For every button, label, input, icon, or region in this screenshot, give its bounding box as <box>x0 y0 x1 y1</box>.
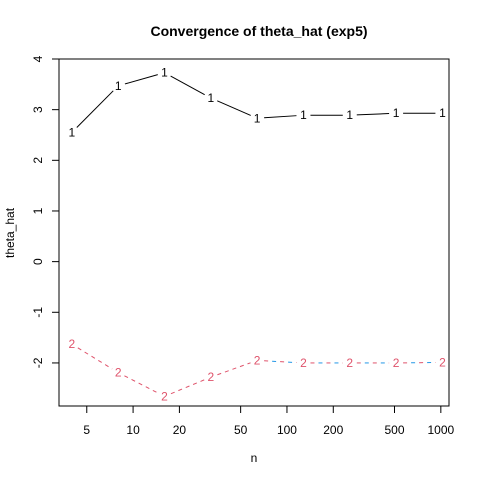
series-1-point: 1 <box>161 66 168 80</box>
series-1-segment <box>170 75 205 96</box>
x-tick-label: 100 <box>277 423 297 437</box>
series-1-point: 1 <box>207 91 214 105</box>
y-tick-label: 3 <box>31 106 45 113</box>
series-2-dash <box>217 372 222 376</box>
series-2-dash <box>131 378 136 382</box>
y-tick-label: -2 <box>31 357 45 368</box>
series-1: 1 1 1 1 1 1 1 1 1 <box>69 66 447 140</box>
series-1-segment <box>76 90 114 128</box>
series-2-dash <box>138 382 143 386</box>
series-2-dash <box>239 364 244 368</box>
x-tick-label: 5 <box>83 423 90 437</box>
y-tick-label: 1 <box>31 207 45 214</box>
x-tick-label: 200 <box>323 423 343 437</box>
series-2-dash <box>192 382 198 385</box>
series-2-dash <box>145 386 150 390</box>
x-axis: 5 10 20 50 100 200 500 1000 <box>83 405 455 437</box>
series-2-dash <box>178 388 183 392</box>
series-layer: 1 1 1 1 1 1 1 1 1 2 2 2 2 2 2 2 2 2 <box>69 66 447 404</box>
series-2-point: 2 <box>69 337 76 351</box>
series-2-point: 2 <box>115 366 122 380</box>
series-1-segment <box>264 115 297 119</box>
series-2-dash <box>104 364 109 368</box>
x-tick-label: 1000 <box>427 423 454 437</box>
series-1-point: 1 <box>254 111 261 125</box>
x-tick-label: 10 <box>126 423 140 437</box>
series-2-point: 2 <box>254 353 261 367</box>
x-tick-label: 20 <box>173 423 187 437</box>
series-2-dash <box>91 355 96 359</box>
series-2-dash <box>84 351 89 355</box>
series-2-point: 2 <box>393 356 400 370</box>
series-2-dash <box>77 347 82 351</box>
y-tick-label: 2 <box>31 157 45 164</box>
series-1-point: 1 <box>439 106 446 120</box>
series-2-point: 2 <box>346 356 353 370</box>
series-2-dash <box>247 362 251 365</box>
x-axis-label: n <box>251 451 258 465</box>
series-1-point: 1 <box>300 108 307 122</box>
series-2: 2 2 2 2 2 2 2 2 2 <box>69 337 447 403</box>
series-2-point: 2 <box>207 370 214 384</box>
series-1-point: 1 <box>346 108 353 122</box>
series-2-dash <box>124 375 129 379</box>
series-2-point: 2 <box>439 355 446 369</box>
series-2-dash <box>170 391 175 395</box>
x-tick-label: 500 <box>384 423 404 437</box>
series-2-dash <box>224 370 229 373</box>
series-2-point: 2 <box>161 389 168 403</box>
x-tick-label: 50 <box>234 423 248 437</box>
y-tick-label: 0 <box>31 258 45 265</box>
y-tick-label: -1 <box>31 307 45 318</box>
series-1-point: 1 <box>69 125 76 139</box>
series-2-dash <box>98 359 102 363</box>
series-1-point: 1 <box>115 79 122 93</box>
series-2-dash <box>232 367 237 370</box>
y-axis: -2 -1 0 1 2 3 4 <box>31 55 60 368</box>
series-2-dash <box>185 385 190 389</box>
series-2-dash <box>200 379 205 382</box>
chart-title: Convergence of theta_hat (exp5) <box>150 23 367 39</box>
series-2-point: 2 <box>300 356 307 370</box>
y-tick-label: 4 <box>31 55 45 62</box>
series-2-dash <box>152 389 157 393</box>
series-1-segment <box>356 113 390 116</box>
series-1-segment <box>217 100 251 116</box>
series-1-point: 1 <box>393 106 400 120</box>
y-axis-label: theta_hat <box>3 207 17 258</box>
series-1-segment <box>124 74 158 85</box>
